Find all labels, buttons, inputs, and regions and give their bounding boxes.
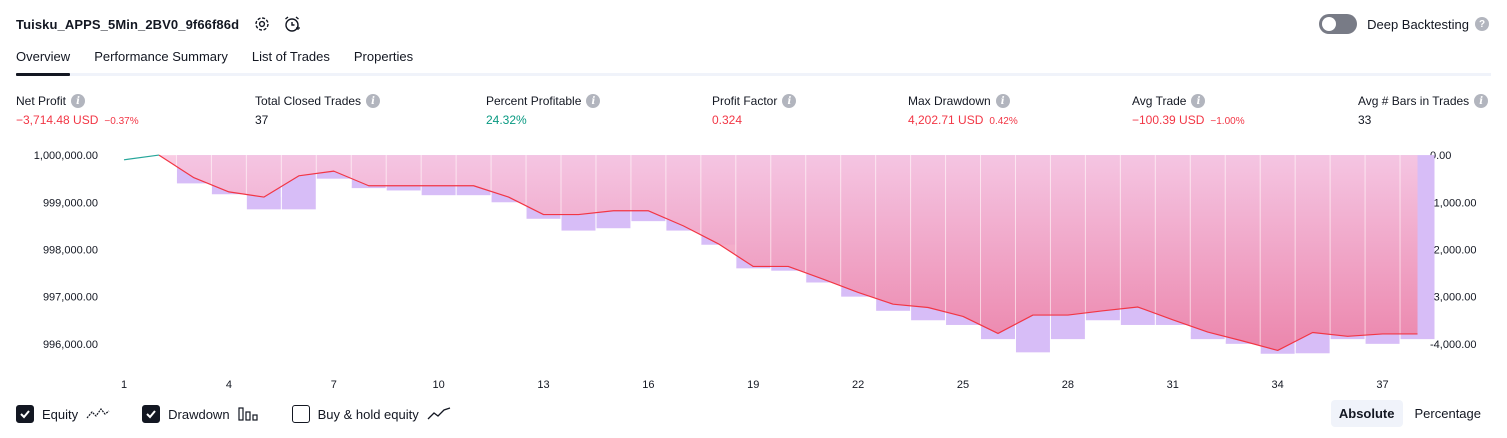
- tab-bar: Overview Performance Summary List of Tra…: [16, 48, 1491, 76]
- info-icon[interactable]: i: [1191, 94, 1206, 108]
- left-tick-label: 997,000.00: [43, 292, 98, 304]
- deep-backtesting: Deep Backtesting ?: [1319, 12, 1489, 36]
- tab-list-of-trades[interactable]: List of Trades: [251, 49, 330, 64]
- equity-checkbox[interactable]: [16, 405, 34, 423]
- metric-value: 24.32%: [486, 113, 527, 127]
- metric-total-closed-trades: Total Closed Trades i 37: [255, 93, 381, 127]
- x-tick-label: 34: [1272, 379, 1284, 391]
- metric-value: −100.39 USD: [1132, 113, 1205, 127]
- metric-value: 33: [1358, 113, 1372, 127]
- legend-buy-hold[interactable]: Buy & hold equity: [291, 405, 451, 423]
- metric-label: Avg Trade: [1132, 94, 1187, 108]
- legend-label: Buy & hold equity: [317, 406, 419, 422]
- right-tick-label: -2,000.00: [1430, 244, 1476, 256]
- metric-value: −3,714.48 USD: [16, 113, 99, 127]
- absolute-button[interactable]: Absolute: [1330, 400, 1403, 427]
- x-tick-label: 25: [957, 379, 969, 391]
- x-tick-label: 19: [747, 379, 759, 391]
- info-icon[interactable]: i: [366, 94, 381, 108]
- metric-label: Max Drawdown: [908, 94, 991, 108]
- metric-percent: 0.42%: [989, 116, 1018, 127]
- x-tick-label: 1: [121, 379, 127, 391]
- x-tick-label: 31: [1167, 379, 1179, 391]
- metric-label: Percent Profitable: [486, 94, 582, 108]
- legend-label: Equity: [42, 406, 79, 422]
- tab-properties[interactable]: Properties: [353, 49, 414, 64]
- metric-label: Net Profit: [16, 94, 67, 108]
- display-mode: Absolute Percentage: [1327, 400, 1489, 427]
- metric-value: 4,202.71 USD: [908, 113, 984, 127]
- drawdown-bars-icon: [237, 406, 260, 422]
- metric-avg-bars: Avg # Bars in Trades i 33: [1358, 93, 1489, 127]
- legend-equity[interactable]: Equity: [16, 405, 110, 423]
- info-icon[interactable]: i: [586, 94, 601, 108]
- x-tick-label: 16: [642, 379, 654, 391]
- equity-line-icon: [86, 406, 110, 422]
- metric-label: Avg # Bars in Trades: [1358, 94, 1470, 108]
- legend: Equity Drawdown Buy & hold equity: [16, 402, 483, 426]
- toggle-knob: [1322, 17, 1337, 31]
- metric-max-drawdown: Max Drawdown i 4,202.71 USD 0.42%: [908, 93, 1018, 127]
- x-tick-label: 7: [331, 379, 337, 391]
- metric-value: 0.324: [712, 113, 743, 127]
- alarm-clock-icon[interactable]: [281, 13, 303, 35]
- x-tick-label: 4: [226, 379, 232, 391]
- legend-label: Drawdown: [168, 406, 230, 422]
- metric-net-profit: Net Profit i −3,714.48 USD −0.37%: [16, 93, 139, 127]
- buy-hold-line-icon: [427, 406, 451, 422]
- equity-area: [158, 155, 1418, 351]
- metric-profit-factor: Profit Factor i 0.324: [712, 93, 797, 127]
- right-tick-label: -4,000.00: [1430, 339, 1476, 351]
- left-tick-label: 999,000.00: [43, 197, 98, 209]
- right-tick-label: 0.00: [1430, 150, 1451, 162]
- x-axis: 1 4 7 10 13 16 19 22 25 28 31 34 37: [121, 379, 1389, 391]
- percentage-button[interactable]: Percentage: [1414, 406, 1482, 421]
- gear-icon[interactable]: [251, 13, 273, 35]
- pre-trade-segment: [123, 154, 160, 161]
- right-axis: 0.00 -1,000.00 -2,000.00 -3,000.00 -4,000.00: [1430, 150, 1476, 351]
- right-tick-label: -3,000.00: [1430, 292, 1476, 304]
- x-tick-label: 10: [433, 379, 445, 391]
- drawdown-checkbox[interactable]: [142, 405, 161, 423]
- deep-backtesting-label: Deep Backtesting: [1367, 16, 1469, 32]
- metric-percent: −0.37%: [104, 116, 139, 127]
- metric-label: Total Closed Trades: [255, 94, 362, 108]
- info-icon[interactable]: i: [1474, 94, 1489, 108]
- metric-label: Profit Factor: [712, 94, 778, 108]
- left-tick-label: 996,000.00: [43, 339, 98, 351]
- info-icon[interactable]: i: [71, 94, 86, 108]
- x-tick-label: 22: [852, 379, 864, 391]
- x-tick-label: 28: [1062, 379, 1074, 391]
- x-tick-label: 13: [537, 379, 549, 391]
- help-icon[interactable]: ?: [1475, 17, 1489, 31]
- left-tick-label: 1,000,000.00: [34, 150, 98, 162]
- equity-line: [123, 154, 1418, 352]
- strategy-name: Tuisku_APPS_5Min_2BV0_9f66f86d: [16, 16, 240, 32]
- equity-series-line: [158, 154, 1418, 352]
- header: Tuisku_APPS_5Min_2BV0_9f66f86d: [16, 12, 303, 36]
- equity-chart[interactable]: 1,000,000.00 999,000.00 998,000.00 997,000.…: [0, 140, 1507, 395]
- deep-backtesting-toggle[interactable]: [1319, 14, 1358, 34]
- metric-avg-trade: Avg Trade i −100.39 USD −1.00%: [1132, 93, 1245, 127]
- left-axis: 1,000,000.00 999,000.00 998,000.00 997,000.…: [34, 150, 98, 351]
- tab-performance-summary[interactable]: Performance Summary: [94, 49, 228, 64]
- left-tick-label: 998,000.00: [43, 244, 98, 256]
- x-tick-label: 37: [1376, 379, 1388, 391]
- metric-value: 37: [255, 113, 269, 127]
- equity-area-fill: [158, 155, 1418, 351]
- tab-overview[interactable]: Overview: [16, 48, 71, 76]
- info-icon[interactable]: i: [782, 94, 797, 108]
- right-tick-label: -1,000.00: [1430, 197, 1476, 209]
- info-icon[interactable]: i: [995, 94, 1010, 108]
- metric-percent: −1.00%: [1210, 116, 1245, 127]
- buy-hold-checkbox[interactable]: [291, 405, 310, 423]
- metric-percent-profitable: Percent Profitable i 24.32%: [486, 93, 601, 127]
- legend-drawdown[interactable]: Drawdown: [142, 405, 259, 423]
